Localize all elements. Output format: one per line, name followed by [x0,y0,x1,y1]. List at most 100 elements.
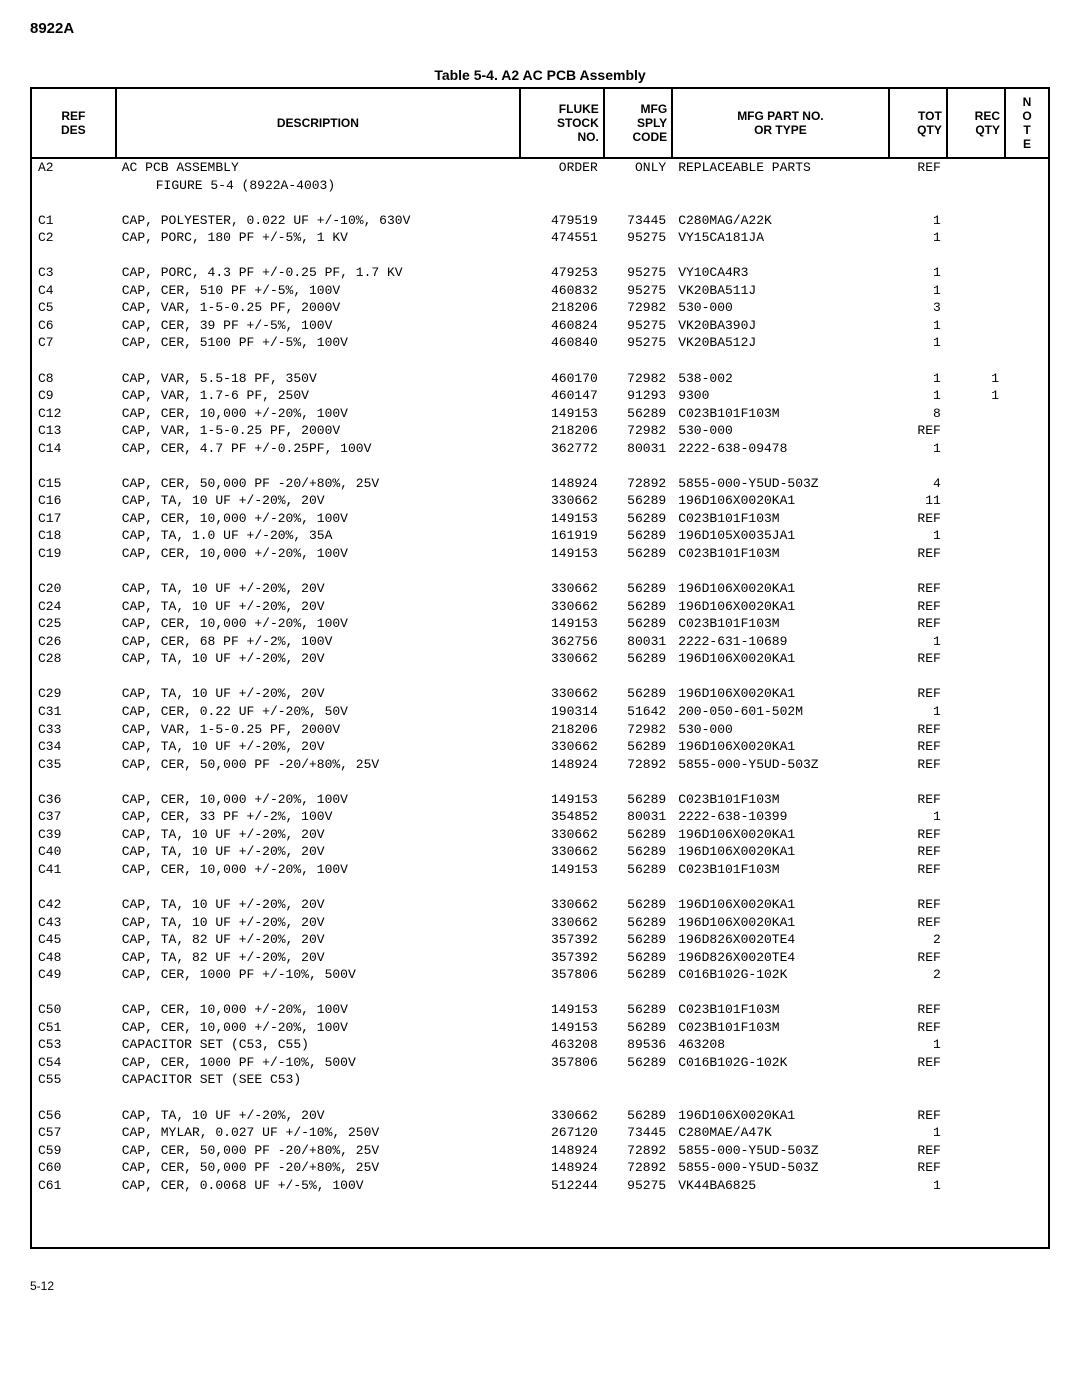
cell-part: 5855-000-Y5UD-503Z [672,1142,888,1160]
group-spacer [31,194,1049,212]
cell-tot [889,1071,947,1089]
cell-ref: C16 [31,492,116,510]
cell-note [1005,949,1049,967]
cell-ref: C4 [31,282,116,300]
cell-mfg: 56289 [604,492,672,510]
cell-rec [947,756,1005,774]
cell-ref: C2 [31,229,116,247]
table-row: A2AC PCB ASSEMBLYORDERONLYREPLACEABLE PA… [31,158,1049,177]
cell-fluke: 330662 [520,896,604,914]
table-row: C20CAP, TA, 10 UF +/-20%, 20V33066256289… [31,580,1049,598]
cell-rec [947,598,1005,616]
cell-rec [947,685,1005,703]
cell-tot: 1 [889,808,947,826]
cell-rec [947,826,1005,844]
cell-desc: CAP, POLYESTER, 0.022 UF +/-10%, 630V [116,212,520,230]
cell-part: C023B101F103M [672,1019,888,1037]
cell-fluke: 357806 [520,1054,604,1072]
cell-tot: REF [889,1159,947,1177]
cell-fluke: 357806 [520,966,604,984]
cell-part: C023B101F103M [672,861,888,879]
cell-tot: 1 [889,317,947,335]
cell-mfg: 56289 [604,1001,672,1019]
cell-mfg: 72892 [604,756,672,774]
cell-mfg: 56289 [604,861,672,879]
cell-mfg: 56289 [604,685,672,703]
cell-fluke: 149153 [520,615,604,633]
cell-mfg: 56289 [604,931,672,949]
cell-rec [947,1071,1005,1089]
cell-tot: REF [889,510,947,528]
cell-tot: REF [889,738,947,756]
cell-part: 530-000 [672,721,888,739]
cell-note [1005,545,1049,563]
cell-note [1005,808,1049,826]
cell-ref: C49 [31,966,116,984]
cell-ref: C53 [31,1036,116,1054]
cell-ref: C6 [31,317,116,335]
cell-ref: C43 [31,914,116,932]
cell-note [1005,387,1049,405]
cell-desc: CAP, MYLAR, 0.027 UF +/-10%, 250V [116,1124,520,1142]
table-row: C56CAP, TA, 10 UF +/-20%, 20V33066256289… [31,1107,1049,1125]
cell-note [1005,405,1049,423]
cell-desc: CAP, CER, 50,000 PF -20/+80%, 25V [116,1142,520,1160]
cell-mfg: 72982 [604,422,672,440]
cell-part: VY15CA181JA [672,229,888,247]
cell-desc: AC PCB ASSEMBLY [116,158,520,177]
cell-tot: REF [889,598,947,616]
cell-mfg: 56289 [604,949,672,967]
table-row: C48CAP, TA, 82 UF +/-20%, 20V35739256289… [31,949,1049,967]
cell-tot: 4 [889,475,947,493]
cell-tot: 1 [889,1124,947,1142]
header-note: NOTE [1005,88,1049,158]
cell-rec [947,1142,1005,1160]
cell-fluke: 479253 [520,264,604,282]
cell-ref: C14 [31,440,116,458]
cell-rec [947,317,1005,335]
cell-mfg: 80031 [604,808,672,826]
cell-desc: CAP, TA, 10 UF +/-20%, 20V [116,826,520,844]
cell-tot: REF [889,1107,947,1125]
cell-fluke: 460824 [520,317,604,335]
cell-desc: CAP, CER, 0.0068 UF +/-5%, 100V [116,1177,520,1195]
cell-fluke: 190314 [520,703,604,721]
cell-rec [947,949,1005,967]
cell-rec [947,1177,1005,1195]
cell-tot: REF [889,826,947,844]
cell-part: 5855-000-Y5UD-503Z [672,475,888,493]
group-spacer [31,773,1049,791]
cell-fluke: 148924 [520,756,604,774]
cell-tot: 1 [889,387,947,405]
cell-rec: 1 [947,370,1005,388]
cell-tot [889,177,947,195]
cell-ref: C56 [31,1107,116,1125]
table-row: C53CAPACITOR SET (C53, C55)4632088953646… [31,1036,1049,1054]
cell-ref: C61 [31,1177,116,1195]
cell-fluke: 149153 [520,510,604,528]
cell-tot: 1 [889,370,947,388]
cell-note [1005,177,1049,195]
group-spacer [31,563,1049,581]
page-number: 5-12 [30,1279,1050,1293]
cell-mfg: 95275 [604,229,672,247]
cell-part: 196D106X0020KA1 [672,685,888,703]
cell-fluke: 267120 [520,1124,604,1142]
cell-tot: REF [889,1019,947,1037]
cell-fluke: 330662 [520,843,604,861]
cell-fluke: 460840 [520,334,604,352]
cell-part: 196D106X0020KA1 [672,492,888,510]
cell-ref: C3 [31,264,116,282]
cell-tot: 1 [889,527,947,545]
cell-part: 2222-638-09478 [672,440,888,458]
cell-mfg: ONLY [604,158,672,177]
cell-fluke: 218206 [520,422,604,440]
cell-note [1005,527,1049,545]
cell-tot: 11 [889,492,947,510]
table-row: C35CAP, CER, 50,000 PF -20/+80%, 25V1489… [31,756,1049,774]
cell-desc: CAP, VAR, 1.7-6 PF, 250V [116,387,520,405]
table-row: C8CAP, VAR, 5.5-18 PF, 350V4601707298253… [31,370,1049,388]
cell-fluke: 218206 [520,299,604,317]
cell-tot: REF [889,756,947,774]
table-row: C4CAP, CER, 510 PF +/-5%, 100V4608329527… [31,282,1049,300]
